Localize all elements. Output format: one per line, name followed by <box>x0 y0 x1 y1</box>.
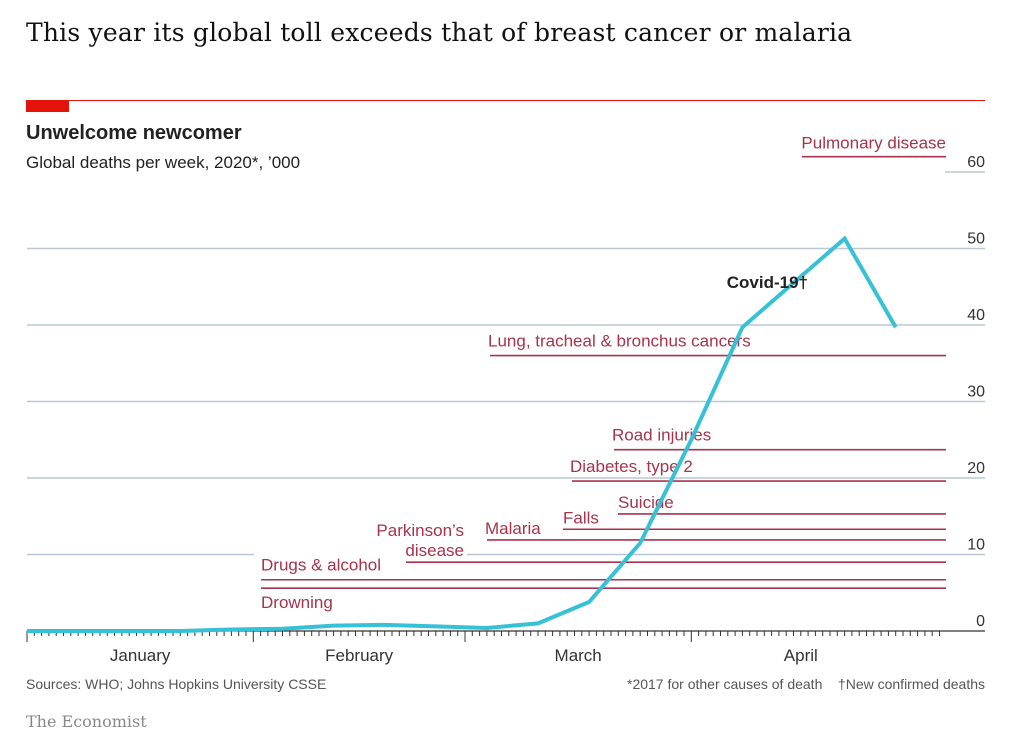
y-tick-label: 50 <box>967 231 985 248</box>
y-tick-label: 10 <box>967 537 985 554</box>
reference-label: Pulmonary disease <box>801 134 946 153</box>
headline: This year its global toll exceeds that o… <box>26 18 853 47</box>
chart-title: Unwelcome newcomer <box>26 122 242 144</box>
footnote-star: *2017 for other causes of death <box>627 676 823 692</box>
x-month-label: March <box>555 646 602 665</box>
footnotes: *2017 for other causes of death †New con… <box>627 676 985 692</box>
reference-label: Falls <box>563 508 599 527</box>
covid-series-line <box>27 235 898 633</box>
reference-label: Lung, tracheal & bronchus cancers <box>488 332 751 351</box>
sources-note: Sources: WHO; Johns Hopkins University C… <box>26 676 327 692</box>
reference-label: Malaria <box>485 519 541 538</box>
x-month-label: April <box>784 646 818 665</box>
reference-label: Drugs & alcohol <box>261 556 381 575</box>
x-month-label: February <box>325 646 394 665</box>
reference-label: Diabetes, type 2 <box>570 457 693 476</box>
x-month-label: January <box>110 646 171 665</box>
covid-series-label: Covid-19† <box>727 273 808 292</box>
accent-tab <box>26 100 69 112</box>
reference-label: Drowning <box>261 593 333 612</box>
reference-label: Parkinson’s <box>376 521 464 540</box>
brand-logo: The Economist <box>26 712 147 731</box>
reference-label: Road injuries <box>612 426 711 445</box>
y-tick-label: 60 <box>967 154 985 171</box>
y-tick-label: 0 <box>976 613 985 630</box>
chart-subtitle: Global deaths per week, 2020*, ’000 <box>26 153 301 172</box>
y-tick-label: 40 <box>967 307 985 324</box>
footnote-dagger: †New confirmed deaths <box>837 676 985 692</box>
y-tick-label: 20 <box>967 460 985 477</box>
reference-label: disease <box>405 541 464 560</box>
y-tick-label: 30 <box>967 384 985 401</box>
accent-rule <box>26 100 985 101</box>
